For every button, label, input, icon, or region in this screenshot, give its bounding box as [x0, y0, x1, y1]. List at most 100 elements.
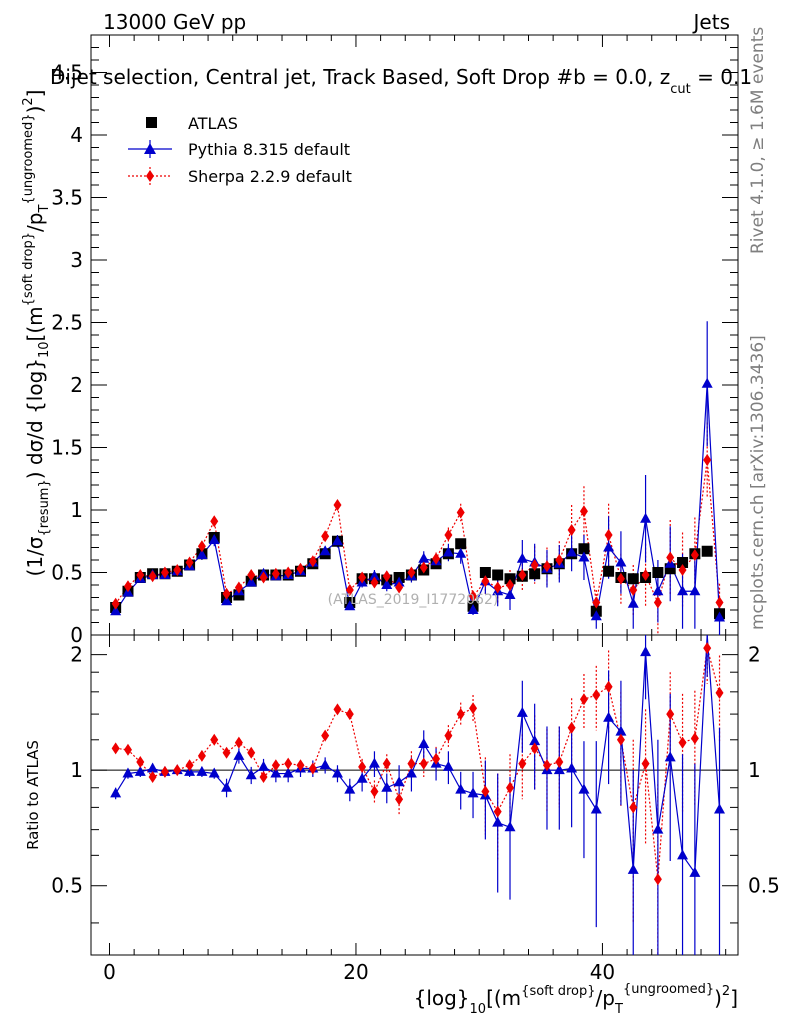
pythia-ratio-point	[344, 783, 356, 794]
sherpa-ratio-point	[567, 721, 576, 734]
pythia-data-point	[208, 534, 220, 544]
ratio-tick-label-right: 1	[748, 758, 761, 782]
sherpa-data-point	[148, 570, 157, 583]
sherpa-ratio-point	[370, 785, 379, 798]
sherpa-data-point	[160, 566, 169, 579]
sherpa-data-point	[407, 566, 416, 579]
pythia-data-point	[418, 552, 430, 563]
pythia-data-point	[652, 585, 664, 596]
sherpa-ratio-point	[308, 762, 317, 775]
pythia-data-point	[319, 545, 331, 556]
sherpa-ratio-point	[136, 756, 145, 769]
pythia-ratio-point	[208, 767, 220, 778]
sherpa-ratio-line	[115, 647, 721, 880]
pythia-ratio-point	[221, 781, 233, 792]
sherpa-ratio-point	[382, 757, 391, 770]
sherpa-data-point	[358, 571, 367, 584]
ratio-plot-marks	[110, 634, 726, 955]
atlas-data-point	[479, 567, 491, 578]
atlas-data-point	[504, 573, 516, 585]
pythia-data-point	[467, 604, 479, 614]
pythia-ratio-point	[196, 765, 208, 776]
sherpa-ratio-point	[111, 742, 120, 755]
pythia-ratio-point	[492, 816, 504, 827]
pythia-data-point	[442, 546, 454, 557]
sherpa-data-point	[419, 561, 428, 574]
pythia-ratio-point	[566, 762, 578, 773]
sherpa-data-point	[653, 596, 662, 609]
legend-pythia-marker	[144, 143, 156, 154]
sherpa-ratio-point	[703, 642, 712, 655]
category-label: Jets	[692, 10, 730, 34]
chart-title: Dijet selection, Central jet, Track Base…	[50, 65, 752, 97]
pythia-data-point	[640, 512, 652, 523]
sherpa-ratio-point	[518, 757, 527, 770]
sherpa-ratio-point	[530, 742, 539, 755]
pythia-data-point	[566, 546, 578, 557]
sherpa-data-point	[370, 576, 379, 589]
sherpa-data-point	[210, 515, 219, 528]
atlas-data-point	[455, 538, 467, 550]
sherpa-ratio-point	[284, 757, 293, 770]
sherpa-data-point	[493, 581, 502, 594]
sherpa-ratio-point	[419, 757, 428, 770]
y-tick-label: 0	[70, 623, 83, 647]
sherpa-ratio-point	[579, 693, 588, 706]
pythia-ratio-point	[689, 866, 701, 877]
pythia-ratio-point	[677, 849, 689, 860]
y-tick-label: 2.5	[51, 311, 83, 335]
sherpa-data-point	[234, 581, 243, 594]
sherpa-data-point	[715, 596, 724, 609]
sherpa-ratio-point	[222, 746, 231, 759]
sherpa-ratio-point	[321, 729, 330, 742]
sherpa-data-point	[666, 551, 675, 564]
y-axis-label: (1/σ{resum}) dσ/d {log}10[(m{soft drop}/…	[21, 90, 52, 577]
sherpa-ratio-point	[506, 781, 515, 794]
sherpa-ratio-point	[616, 733, 625, 746]
atlas-data-point	[603, 565, 615, 577]
sherpa-data-point	[382, 570, 391, 583]
y-tick-label: 4	[70, 123, 83, 147]
x-tick-label: 0	[103, 960, 116, 984]
pythia-ratio-point	[627, 863, 639, 874]
sherpa-ratio-point	[493, 805, 502, 818]
atlas-data-point	[677, 557, 689, 568]
pythia-ratio-point	[529, 735, 541, 746]
pythia-data-point	[221, 595, 233, 606]
sherpa-ratio-point	[358, 760, 367, 773]
atlas-data-point	[529, 568, 541, 580]
sherpa-ratio-point	[210, 733, 219, 746]
sherpa-data-point	[690, 549, 699, 561]
rivet-info: Rivet 4.1.0, ≥ 1.6M events	[748, 27, 768, 254]
pythia-ratio-point	[590, 803, 602, 814]
y-tick-label: 1	[70, 498, 83, 522]
pythia-ratio-point	[640, 646, 652, 657]
y-tick-label: 0.5	[51, 561, 83, 585]
analysis-watermark: (ATLAS_2019_I1772062)	[328, 592, 499, 608]
sherpa-ratio-point	[604, 680, 613, 693]
ratio-tick-label-left: 2	[70, 643, 83, 667]
ratio-tick-label-right: 0.5	[748, 874, 780, 898]
sherpa-data-point	[395, 581, 404, 594]
sherpa-data-point	[259, 571, 268, 584]
sherpa-data-point	[616, 572, 625, 585]
sherpa-data-point	[555, 554, 564, 566]
pythia-data-point	[110, 605, 122, 616]
sherpa-data-point	[592, 596, 601, 609]
sherpa-ratio-point	[271, 759, 280, 772]
sherpa-ratio-point	[259, 770, 268, 783]
pythia-ratio-point	[418, 738, 430, 749]
pythia-data-point	[516, 552, 528, 563]
sherpa-ratio-point	[653, 873, 662, 886]
pythia-ratio-point	[664, 751, 676, 762]
y-tick-label: 2	[70, 373, 83, 397]
sherpa-ratio-point	[481, 785, 490, 798]
pythia-ratio-point	[331, 767, 343, 778]
pythia-ratio-point	[258, 760, 270, 771]
atlas-data-point	[492, 569, 504, 581]
legend-pythia-label: Pythia 8.315 default	[188, 140, 350, 159]
sherpa-data-point	[629, 584, 638, 596]
energy-label: 13000 GeV pp	[103, 10, 246, 34]
sherpa-ratio-point	[469, 702, 478, 715]
pythia-data-point	[381, 579, 393, 589]
